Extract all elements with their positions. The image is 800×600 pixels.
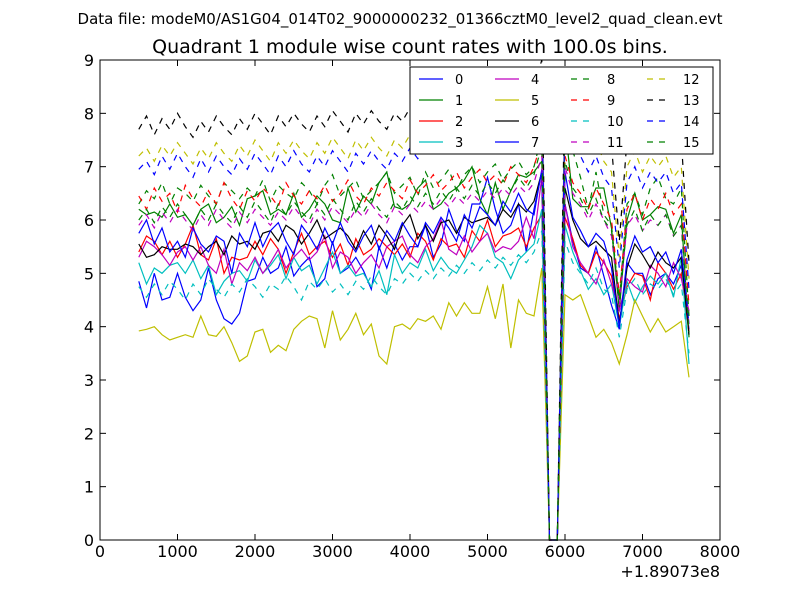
y-tick-labels: 0 1 2 3 4 5 6 7 8 9	[84, 51, 94, 550]
legend-label-4: 4	[531, 73, 539, 88]
legend-label-8: 8	[607, 73, 615, 88]
x-tick-label: 7000	[622, 542, 663, 561]
x-tick-label: 6000	[545, 542, 586, 561]
legend-label-10: 10	[607, 115, 624, 130]
x-tick-labels: 0 1000 2000 3000 4000 5000 6000 7000 8000	[95, 542, 740, 561]
legend-label-11: 11	[607, 136, 624, 151]
plot-frame	[99, 59, 721, 541]
legend-label-13: 13	[683, 94, 700, 109]
y-tick-label: 1	[84, 478, 94, 497]
y-tick-label: 0	[84, 531, 94, 550]
y-tick-label: 6	[84, 211, 94, 230]
legend-label-2: 2	[455, 115, 463, 130]
legend-label-9: 9	[607, 94, 615, 109]
legend-label-14: 14	[683, 115, 700, 130]
y-tick-label: 5	[84, 264, 94, 283]
legend-label-0: 0	[455, 73, 463, 88]
x-tick-label: 4000	[390, 542, 431, 561]
series-line-6	[138, 171, 690, 541]
series-line-1	[138, 123, 690, 541]
legend-label-12: 12	[683, 73, 700, 88]
y-tick-label: 9	[84, 51, 94, 70]
series-line-4	[138, 177, 690, 541]
series-line-10	[138, 230, 690, 541]
series-line-7	[138, 169, 690, 541]
x-tick-label: 1000	[157, 542, 198, 561]
x-tick-label: 3000	[312, 542, 353, 561]
legend-box	[409, 66, 714, 155]
x-tick-label: 0	[95, 542, 105, 561]
legend-label-3: 3	[455, 136, 463, 151]
y-tick-label: 3	[84, 371, 94, 390]
legend-label-6: 6	[531, 115, 539, 130]
y-tick-label: 8	[84, 104, 94, 123]
series-line-8	[138, 113, 690, 541]
legend-label-1: 1	[455, 94, 463, 109]
series-line-14	[138, 97, 690, 541]
series-line-9	[138, 139, 690, 541]
series-line-5	[138, 267, 690, 541]
series-line-11	[138, 155, 690, 541]
legend-label-7: 7	[531, 136, 539, 151]
legend-label-15: 15	[683, 136, 700, 151]
x-offset-label: +1.89073e8	[620, 562, 720, 581]
x-tick-label: 8000	[700, 542, 741, 561]
series-line-15	[138, 145, 690, 541]
y-tick-label: 2	[84, 424, 94, 443]
y-tick-label: 4	[84, 318, 94, 337]
legend-label-5: 5	[531, 94, 539, 109]
x-tick-label: 5000	[467, 542, 508, 561]
chart-title: Quadrant 1 module wise count rates with …	[152, 36, 668, 58]
x-tick-label: 2000	[235, 542, 276, 561]
y-tick-label: 7	[84, 158, 94, 177]
figure-suptitle: Data file: modeM0/AS1G04_014T02_90000002…	[78, 10, 723, 29]
series-line-2	[138, 212, 690, 541]
